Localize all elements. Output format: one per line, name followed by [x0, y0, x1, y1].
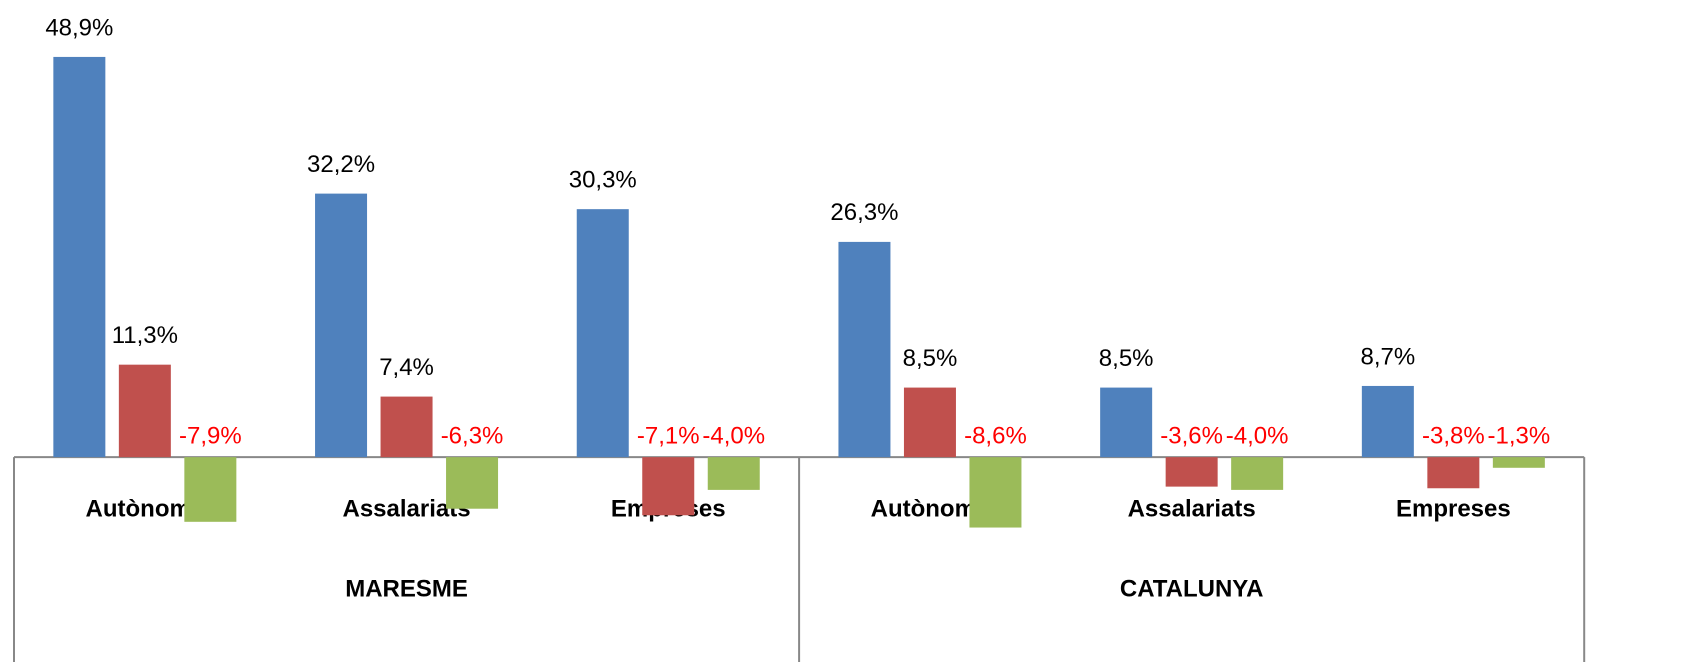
data-label: 30,3%	[569, 167, 637, 194]
bar	[1361, 385, 1414, 458]
data-label: 26,3%	[830, 199, 898, 226]
data-label: 7,4%	[379, 354, 434, 381]
data-label: -8,6%	[964, 422, 1027, 449]
bar	[642, 457, 695, 516]
bar	[1100, 387, 1153, 458]
bar	[184, 457, 237, 522]
bar	[1427, 457, 1480, 489]
data-label: -3,6%	[1160, 422, 1223, 449]
data-label: -6,3%	[441, 422, 504, 449]
bar	[707, 457, 760, 490]
bar	[903, 387, 956, 458]
bar	[53, 56, 106, 458]
group-label: MARESME	[345, 575, 468, 602]
data-label: 48,9%	[45, 14, 113, 41]
bar	[838, 241, 891, 458]
group-label: CATALUNYA	[1120, 575, 1264, 602]
category-label: Assalariats	[1128, 495, 1256, 522]
bar	[576, 209, 629, 458]
data-label: 8,5%	[1099, 345, 1154, 372]
data-label: -1,3%	[1487, 422, 1550, 449]
bar	[446, 457, 499, 509]
bar	[380, 396, 433, 458]
category-label: Empreses	[1396, 495, 1511, 522]
data-label: 8,5%	[903, 345, 958, 372]
bar	[315, 193, 368, 458]
bar	[1231, 457, 1284, 490]
bar	[118, 364, 171, 458]
data-label: -4,0%	[702, 422, 765, 449]
bar	[1492, 457, 1545, 468]
data-label: 32,2%	[307, 151, 375, 178]
data-label: 11,3%	[112, 322, 178, 349]
data-label: -3,8%	[1422, 422, 1485, 449]
data-label: -7,9%	[179, 422, 242, 449]
bar	[1165, 457, 1218, 487]
data-label: -7,1%	[637, 422, 700, 449]
data-label: 8,7%	[1360, 343, 1415, 370]
data-label: -4,0%	[1226, 422, 1289, 449]
bar	[969, 457, 1022, 528]
